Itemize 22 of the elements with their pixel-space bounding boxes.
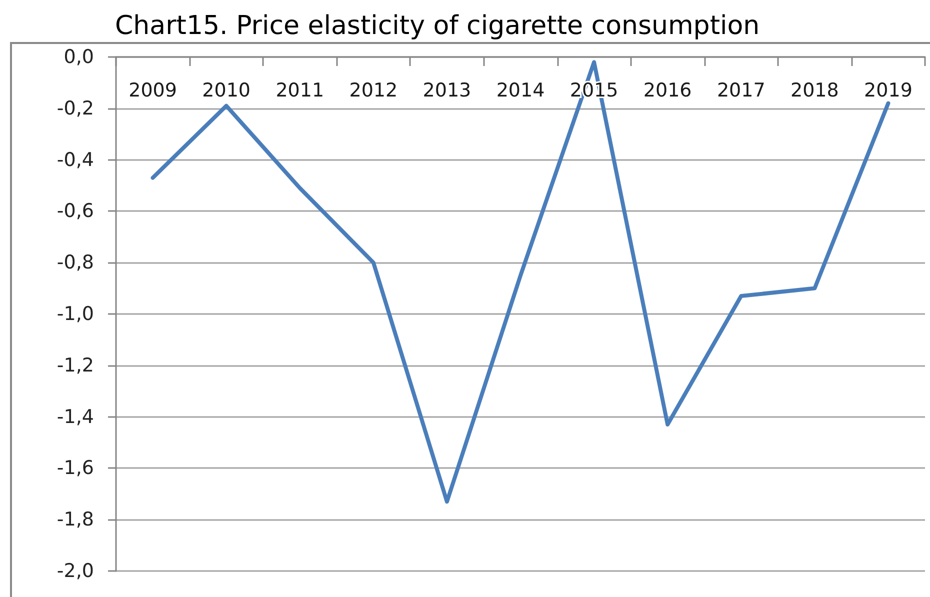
y-tick-label: -1,2 — [56, 354, 94, 376]
y-tick-label: -2,0 — [56, 560, 94, 582]
x-tick-label: 2019 — [864, 80, 912, 102]
y-tick-label: -1,0 — [56, 303, 94, 325]
x-tick-label: 2013 — [422, 80, 472, 102]
x-tick-label: 2014 — [496, 80, 545, 102]
y-tick-label: -1,4 — [56, 406, 94, 428]
x-tick-label: 2012 — [349, 80, 398, 102]
x-tick-label: 2011 — [276, 80, 324, 102]
y-tick-label: -1,6 — [56, 457, 94, 480]
x-tick-label: 2016 — [643, 80, 692, 102]
y-tick-label: -0,4 — [56, 148, 94, 171]
chart-title: Chart15. Price elasticity of cigarette consumption — [115, 11, 760, 41]
y-tick-label: -0,8 — [56, 252, 94, 274]
y-tick-label: 0,0 — [64, 46, 94, 68]
x-tick-label: 2018 — [790, 80, 839, 102]
x-tick-label: 2009 — [128, 80, 177, 102]
x-tick-label: 2017 — [716, 80, 766, 102]
y-tick-label: -0,6 — [56, 200, 94, 222]
y-tick-label: -0,2 — [56, 97, 94, 120]
y-tick-label: -1,8 — [56, 508, 94, 531]
x-tick-label: 2010 — [202, 80, 250, 102]
